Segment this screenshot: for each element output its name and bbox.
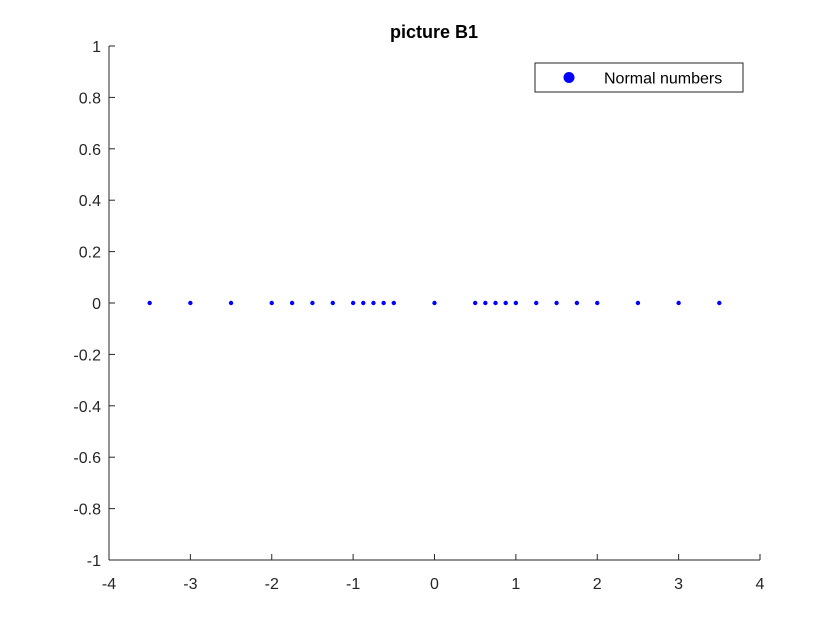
data-point	[513, 300, 519, 306]
data-point	[574, 300, 580, 306]
data-point	[676, 300, 681, 306]
chart-title: picture B1	[390, 22, 478, 42]
y-tick-label: 0.2	[79, 245, 101, 262]
data-point	[269, 300, 274, 306]
data-point	[361, 300, 366, 306]
data-point	[472, 300, 478, 306]
x-tick-label: 3	[674, 576, 683, 593]
data-point	[381, 300, 386, 306]
data-point	[330, 300, 335, 306]
data-point	[350, 300, 356, 306]
y-tick-label: 0.4	[79, 193, 101, 210]
y-tick-label: -0.4	[73, 399, 101, 416]
y-tick-label: 1	[92, 39, 101, 56]
data-point	[432, 300, 437, 306]
data-point	[493, 300, 498, 306]
y-tick-label: -0.6	[73, 450, 101, 467]
data-point	[371, 300, 376, 306]
data-point	[503, 300, 508, 306]
data-point	[717, 300, 722, 306]
data-point	[228, 300, 234, 306]
data-point	[147, 300, 152, 306]
data-point	[483, 300, 488, 306]
data-points	[147, 300, 722, 306]
x-tick-label: -1	[346, 576, 360, 593]
data-point	[289, 300, 295, 306]
data-point	[554, 300, 559, 306]
x-tick-label: 4	[756, 576, 765, 593]
y-tick-label: -0.2	[73, 347, 101, 364]
data-point	[635, 300, 641, 306]
data-point	[310, 300, 315, 306]
legend: Normal numbers	[534, 62, 744, 93]
x-tick-label: -4	[102, 576, 116, 593]
y-tick-label: 0.6	[79, 142, 101, 159]
y-tick-label: -1	[87, 553, 101, 570]
data-point	[188, 300, 193, 306]
data-point	[595, 300, 600, 306]
x-tick-label: 2	[593, 576, 602, 593]
data-point	[534, 300, 539, 306]
y-tick-label: -0.8	[73, 502, 101, 519]
legend-marker	[563, 72, 575, 83]
axes: -4 -3 -2 -1 0 1 2 3 4 -1 -0.8 -0.6 -0.4 -0.2 0 0.2 0.4 0.…	[73, 39, 764, 593]
y-tick-label: 0	[92, 296, 101, 313]
x-tick-label: -3	[183, 576, 197, 593]
x-tick-label: -2	[265, 576, 279, 593]
y-tick-label: 0.8	[79, 90, 101, 107]
legend-label: Normal numbers	[604, 71, 722, 88]
data-point	[391, 300, 397, 306]
x-tick-label: 0	[430, 576, 439, 593]
x-tick-label: 1	[511, 576, 520, 593]
